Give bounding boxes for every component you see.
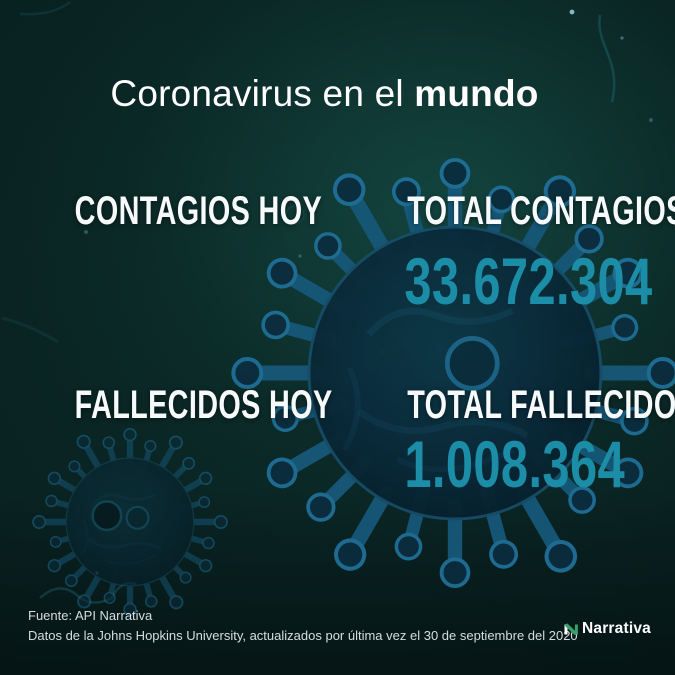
title-emphasis: mundo — [414, 73, 539, 114]
page-title: Coronavirus en el mundo — [0, 73, 662, 115]
update-text: Datos de la Johns Hopkins University, ac… — [28, 628, 578, 643]
stat-label-total-contagios: TOTAL CONTAGIOS — [407, 189, 675, 233]
stat-label-fallecidos-hoy: FALLECIDOS HOY — [74, 383, 333, 427]
stat-value-total-contagios: 33.672.304 — [404, 244, 653, 318]
title-text: Coronavirus en el — [110, 73, 404, 114]
narrativa-logo-text: Narrativa — [581, 620, 651, 638]
coronavirus-illustration-small — [25, 417, 235, 627]
stat-label-total-fallecidos: TOTAL FALLECIDOS — [407, 383, 675, 427]
narrativa-logo: Narrativa — [563, 621, 651, 637]
stat-label-contagios-hoy: CONTAGIOS HOY — [74, 189, 323, 233]
stat-value-total-fallecidos: 1.008.364 — [404, 427, 626, 501]
narrativa-logo-icon — [564, 623, 578, 636]
source-text: Fuente: API Narrativa — [28, 608, 153, 623]
